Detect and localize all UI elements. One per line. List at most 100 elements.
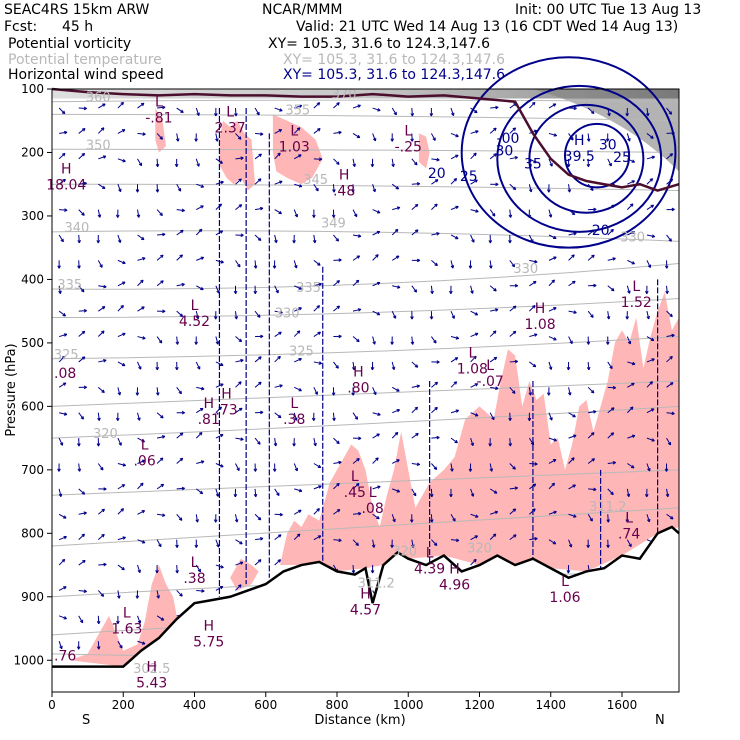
wind-vector bbox=[431, 203, 438, 210]
edge-value-label: .76 bbox=[54, 648, 76, 664]
wind-vector bbox=[489, 356, 498, 363]
wind-vector bbox=[254, 310, 261, 318]
wind-vector bbox=[607, 432, 614, 439]
wind-vector bbox=[352, 512, 362, 515]
wind-vector-head bbox=[332, 417, 336, 421]
wind-vector-head bbox=[489, 468, 494, 472]
wind-vector-head bbox=[181, 410, 185, 415]
wind-vector-head bbox=[391, 366, 396, 371]
wind-vector bbox=[431, 407, 438, 414]
extremum-marker: L bbox=[191, 555, 199, 571]
wind-vector-head bbox=[372, 341, 376, 345]
wind-vector-head bbox=[590, 110, 595, 115]
wind-vector-head bbox=[357, 234, 362, 238]
wind-vector-head bbox=[121, 129, 126, 133]
wind-vector bbox=[274, 412, 282, 419]
wind-vector bbox=[470, 412, 479, 417]
wind-vector bbox=[411, 158, 418, 166]
wind-vector-head bbox=[455, 235, 459, 240]
wind-vector bbox=[646, 133, 654, 139]
wind-vector bbox=[568, 184, 571, 193]
wind-vector-head bbox=[61, 558, 66, 563]
wind-vector bbox=[490, 308, 499, 312]
wind-vector bbox=[352, 133, 361, 139]
wind-vector-head bbox=[375, 457, 379, 461]
wind-vector bbox=[431, 381, 438, 388]
wind-vector bbox=[176, 107, 184, 113]
wind-vector-head bbox=[626, 493, 631, 498]
wind-vector-head bbox=[116, 620, 120, 625]
wind-vector-head bbox=[121, 484, 126, 488]
wind-vector-head bbox=[102, 155, 107, 159]
wind-vector-head bbox=[179, 457, 184, 462]
wind-vector-head bbox=[219, 160, 223, 164]
y-tick-label: 500 bbox=[21, 336, 44, 350]
terrain-layer bbox=[52, 525, 680, 692]
x-axis-title: Distance (km) bbox=[314, 713, 405, 728]
wind-vector bbox=[528, 437, 535, 446]
wind-vector bbox=[587, 458, 595, 464]
wind-vector bbox=[430, 285, 433, 294]
wind-vector-head bbox=[275, 289, 279, 294]
wind-vector bbox=[97, 330, 105, 337]
wind-vector-head bbox=[279, 108, 283, 112]
wind-speed-label: 25 bbox=[460, 169, 478, 185]
init-time: Init: 00 UTC Tue 13 Aug 13 bbox=[515, 2, 702, 18]
wind-vector-head bbox=[57, 468, 61, 472]
wind-vector bbox=[666, 412, 675, 415]
wind-vector bbox=[588, 410, 597, 414]
wind-vector-head bbox=[627, 138, 631, 142]
wind-vector bbox=[137, 539, 146, 544]
wind-vector-head bbox=[100, 127, 105, 131]
wind-vector-head bbox=[115, 214, 120, 218]
wind-vector-head bbox=[631, 261, 635, 265]
wind-vector-head bbox=[453, 381, 458, 385]
wind-vector bbox=[313, 463, 322, 468]
wind-vector-head bbox=[240, 233, 244, 238]
wind-vector bbox=[450, 381, 458, 388]
wind-vector bbox=[117, 564, 125, 571]
wind-vector-head bbox=[416, 258, 421, 263]
wind-vector-head bbox=[179, 313, 184, 318]
wind-vector-head bbox=[233, 290, 238, 295]
wind-vector-head bbox=[331, 214, 336, 218]
wind-vector-head bbox=[175, 544, 179, 548]
extremum-marker: H bbox=[360, 587, 371, 603]
wind-vector-head bbox=[392, 518, 396, 523]
wind-vector-head bbox=[80, 416, 84, 420]
wind-vector bbox=[176, 590, 183, 597]
wind-vector-head bbox=[391, 163, 395, 168]
wind-vector-head bbox=[159, 212, 163, 217]
wind-vector bbox=[352, 104, 361, 109]
wind-vector bbox=[666, 382, 674, 388]
wind-vector-head bbox=[671, 333, 675, 338]
wind-vector-head bbox=[122, 463, 126, 467]
wind-vector bbox=[509, 127, 516, 134]
wind-vector bbox=[411, 203, 419, 210]
theta-contour-label: 335 bbox=[296, 281, 321, 296]
wind-vector-head bbox=[455, 205, 459, 210]
wind-vector-head bbox=[511, 263, 516, 268]
wind-vector bbox=[666, 285, 668, 294]
wind-vector-head bbox=[178, 517, 183, 521]
wind-vector bbox=[235, 584, 242, 591]
wind-vector-head bbox=[627, 290, 631, 294]
wind-vector-head bbox=[351, 392, 355, 396]
wind-vector-head bbox=[122, 332, 126, 337]
wind-vector bbox=[137, 510, 145, 515]
wind-vector-head bbox=[553, 510, 557, 515]
wind-vector-head bbox=[338, 538, 342, 543]
wind-vector-head bbox=[181, 486, 185, 491]
wind-vector bbox=[372, 310, 381, 316]
wind-vector bbox=[529, 361, 537, 368]
wind-vector bbox=[391, 228, 399, 236]
wind-vector-head bbox=[277, 152, 281, 157]
wind-vector bbox=[352, 539, 359, 546]
wind-vector bbox=[78, 330, 86, 337]
wind-vector bbox=[509, 260, 515, 268]
wind-vector bbox=[489, 330, 497, 337]
wind-vector-head bbox=[416, 462, 421, 467]
wind-vector-head bbox=[568, 544, 573, 548]
wind-vector-head bbox=[96, 620, 101, 625]
wind-vector-head bbox=[238, 178, 242, 182]
